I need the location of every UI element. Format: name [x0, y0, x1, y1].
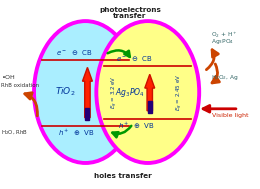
Text: $\it{h}^+$  $\oplus$  VB: $\it{h}^+$ $\oplus$ VB: [58, 128, 95, 138]
Text: H$_2$O, RhB: H$_2$O, RhB: [1, 128, 29, 137]
Text: $\it{TiO}_2$: $\it{TiO}_2$: [55, 86, 76, 98]
FancyArrow shape: [86, 108, 89, 120]
Text: Ag$_3$PO$_4$: Ag$_3$PO$_4$: [211, 37, 234, 46]
Ellipse shape: [34, 21, 137, 163]
Text: $\it{Ag_3PO_4}$: $\it{Ag_3PO_4}$: [115, 86, 145, 98]
Text: $\it{E}_g$ = 3.2 eV: $\it{E}_g$ = 3.2 eV: [110, 75, 120, 109]
Text: $\it{e}^-$  $\ominus$  CB: $\it{e}^-$ $\ominus$ CB: [56, 48, 93, 57]
Text: holes transfer: holes transfer: [94, 173, 152, 179]
Text: transfer: transfer: [113, 13, 147, 19]
Text: $\it{E}_g$ = 2.45 eV: $\it{E}_g$ = 2.45 eV: [174, 73, 185, 111]
Text: RhB oxidation: RhB oxidation: [1, 83, 40, 88]
Text: O$_2$ + H$^+$: O$_2$ + H$^+$: [211, 30, 237, 40]
FancyArrow shape: [148, 101, 152, 113]
Text: $\it{h}^+$  $\oplus$  VB: $\it{h}^+$ $\oplus$ VB: [118, 121, 155, 131]
FancyArrow shape: [82, 67, 92, 118]
Text: $\it{e}^-$  $\ominus$  CB: $\it{e}^-$ $\ominus$ CB: [116, 54, 153, 64]
FancyArrow shape: [145, 74, 155, 111]
Ellipse shape: [96, 21, 199, 163]
Text: H$_2$O$_2$, Ag: H$_2$O$_2$, Ag: [211, 73, 239, 82]
Text: photoelectrons: photoelectrons: [99, 7, 161, 13]
Text: $\bullet$OH: $\bullet$OH: [1, 73, 16, 81]
Text: Visible light: Visible light: [212, 113, 249, 118]
